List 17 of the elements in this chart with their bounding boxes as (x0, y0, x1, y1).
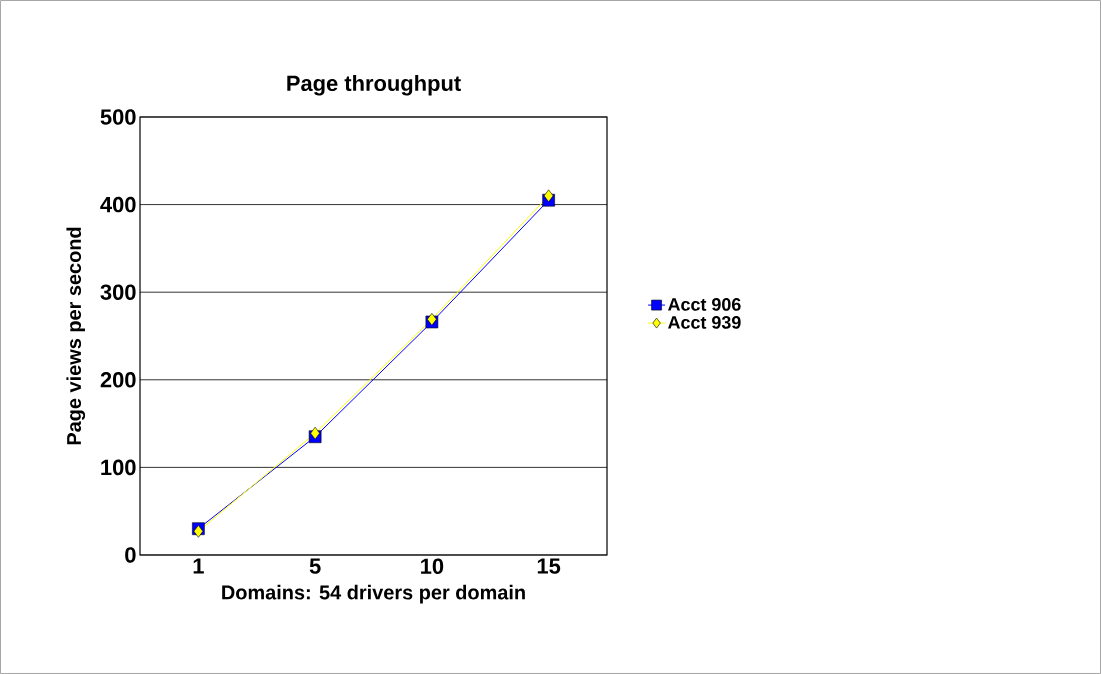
y-tick-label: 0 (125, 547, 136, 563)
x-axis-title: Domains: 54 drivers per domain (222, 584, 525, 604)
y-tick-label: 400 (100, 196, 136, 213)
point (310, 426, 320, 440)
legend-label: Acct 939 (668, 316, 741, 329)
x-tick-label: 10 (421, 558, 444, 575)
x-tick-label: 15 (537, 558, 561, 574)
x-tick-label: 1 (193, 558, 204, 574)
y-tick-label: 100 (101, 459, 136, 476)
y-axis-title: Page views per second (66, 227, 86, 445)
y-tick-label: 200 (100, 372, 136, 388)
y-tick-label: 300 (100, 284, 136, 300)
point (543, 189, 554, 203)
y-tick-label: 500 (100, 109, 136, 125)
legend-label: Acct 906 (668, 298, 741, 311)
x-tick-label: 5 (309, 558, 321, 574)
chart-title: Page throughput (287, 74, 461, 96)
